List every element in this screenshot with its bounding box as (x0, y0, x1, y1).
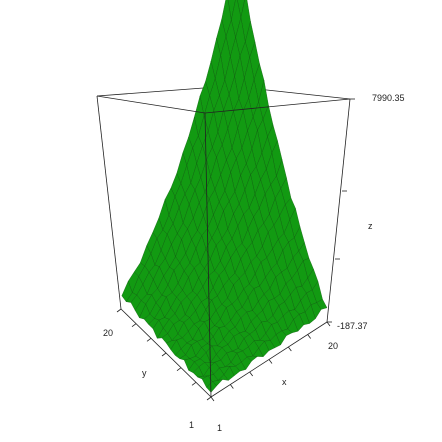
left-vertical-edge (97, 96, 121, 309)
x-max-label: 20 (328, 341, 338, 351)
x-axis-label: x (282, 377, 287, 387)
y-axis-label: y (142, 368, 147, 378)
right-vertical-edge (327, 99, 350, 322)
x-axis-tick (211, 397, 214, 401)
x-axis-tick (250, 372, 253, 376)
y-axis-tick (177, 368, 181, 371)
z-axis-label: z (368, 221, 373, 231)
x-axis-tick (308, 335, 311, 339)
z-min-label: -187.37 (337, 321, 368, 331)
y-axis-tick (132, 324, 136, 327)
surface-mesh (122, 0, 327, 392)
y-axis-tick (162, 353, 166, 356)
x-axis-tick (230, 385, 233, 389)
x-axis-tick (288, 347, 291, 351)
x-axis-tick (269, 360, 272, 364)
z-max-label: 7990.35 (372, 93, 405, 103)
y-max-label: 20 (103, 328, 113, 338)
y-axis-tick (117, 309, 121, 312)
front-edge-top-left (97, 96, 205, 113)
x-axis-tick (327, 322, 330, 326)
y-min-label: 1 (189, 420, 194, 430)
y-axis-tick (192, 382, 196, 385)
x-min-label: 1 (217, 423, 222, 433)
y-axis-tick (147, 338, 151, 341)
y-axis-tick (207, 397, 211, 400)
